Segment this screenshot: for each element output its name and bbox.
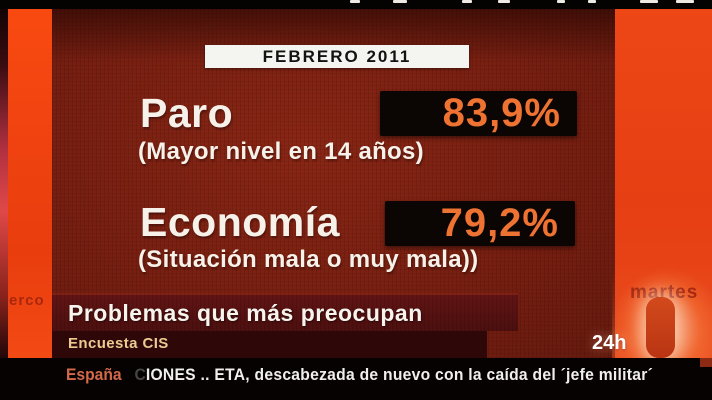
crop-mark bbox=[676, 0, 694, 3]
banner-source-band: Encuesta CIS bbox=[52, 331, 487, 358]
ticker-region-label: España bbox=[66, 365, 122, 384]
date-badge: FEBRERO 2011 bbox=[205, 45, 469, 68]
top-crop-bar bbox=[0, 0, 712, 9]
tve1-logo-icon bbox=[646, 297, 675, 358]
day-watermark-text: martes bbox=[630, 282, 699, 303]
banner-title-band: Problemas que más preocupan bbox=[52, 293, 518, 331]
item-note-economia: (Situación mala o muy mala)) bbox=[138, 246, 479, 273]
crop-mark bbox=[640, 0, 658, 3]
left-orange-stripe: erco bbox=[8, 9, 52, 358]
item-label-economia: Economía bbox=[140, 199, 340, 245]
banner-source: Encuesta CIS bbox=[68, 335, 169, 352]
item-note-paro: (Mayor nivel en 14 años) bbox=[138, 138, 424, 165]
crop-mark bbox=[462, 0, 472, 3]
crop-mark bbox=[350, 0, 360, 3]
value-economia: 79,2% bbox=[440, 201, 559, 245]
crop-mark bbox=[498, 0, 510, 3]
value-paro: 83,9% bbox=[442, 91, 561, 135]
ticker-headline: IONES .. ETA, descabezada de nuevo con l… bbox=[145, 365, 654, 384]
value-box-paro: 83,9% bbox=[380, 91, 577, 136]
banner-title: Problemas que más preocupan bbox=[68, 300, 423, 326]
crop-mark bbox=[557, 0, 565, 3]
crop-mark bbox=[393, 0, 407, 3]
date-label: FEBRERO 2011 bbox=[262, 47, 412, 66]
ticker-lead-char: C bbox=[134, 365, 146, 384]
crop-mark bbox=[588, 0, 596, 3]
item-label-paro: Paro bbox=[140, 90, 234, 136]
ticker-corner-notch bbox=[700, 358, 712, 367]
ticker-line: España CIONES .. ETA, descabezada de nuev… bbox=[66, 365, 653, 385]
left-edge-strip bbox=[0, 9, 8, 358]
side-watermark-text: erco bbox=[9, 292, 45, 309]
news-ticker: España CIONES .. ETA, descabezada de nuev… bbox=[0, 358, 712, 400]
value-box-economia: 79,2% bbox=[385, 201, 575, 246]
channel-logo-24h: 24h bbox=[592, 332, 627, 354]
